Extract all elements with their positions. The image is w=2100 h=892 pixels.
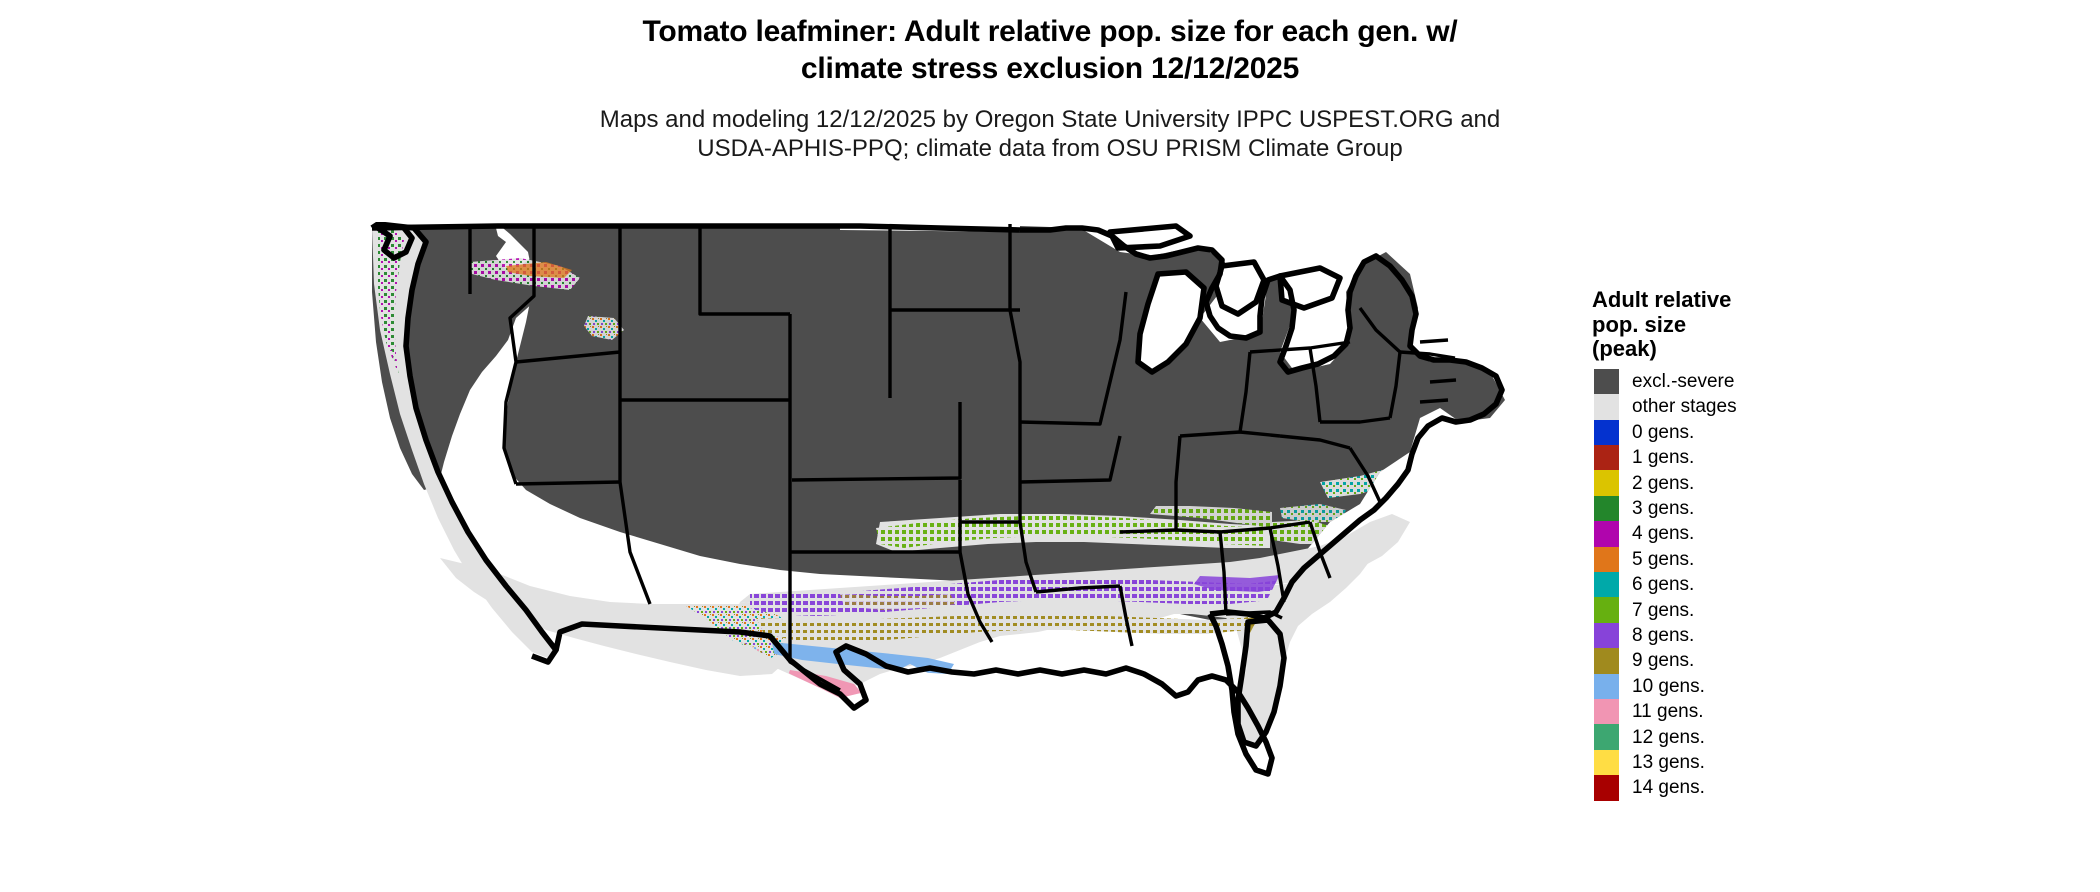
band-3-gens-pacific-nw: [378, 228, 512, 646]
state-boundaries: [468, 224, 1457, 692]
legend-item: 12 gens.: [1594, 724, 1852, 750]
legend-item: 6 gens.: [1594, 572, 1852, 598]
legend-item-label: 3 gens.: [1632, 498, 1695, 520]
legend-swatch: [1594, 546, 1619, 572]
legend-item: 7 gens.: [1594, 597, 1852, 623]
page-subtitle-line-1: Maps and modeling 12/12/2025 by Oregon S…: [599, 106, 1501, 134]
legend-swatch: [1594, 419, 1619, 446]
page-subtitle: Maps and modeling 12/12/2025 by Oregon S…: [520, 105, 1580, 164]
legend-swatch: [1594, 394, 1619, 420]
legend-item-label: 12 gens.: [1632, 726, 1705, 748]
legend-item: 1 gens.: [1594, 445, 1852, 471]
legend-item-label: 9 gens.: [1632, 650, 1695, 672]
legend-item-label: 8 gens.: [1632, 624, 1695, 646]
band-9-gens-texas-hill: [840, 594, 956, 610]
legend-swatch: [1594, 673, 1619, 699]
legend-item: 4 gens.: [1594, 521, 1852, 547]
legend-item-label: other stages: [1632, 396, 1737, 418]
legend-swatch: [1594, 724, 1619, 750]
legend-item-label: 14 gens.: [1632, 777, 1705, 799]
map-svg: [320, 222, 1570, 862]
legend-item-label: 0 gens.: [1632, 421, 1695, 443]
band-9-gens: [756, 612, 1270, 642]
legend-item: 11 gens.: [1594, 698, 1852, 725]
legend-item-label: 11 gens.: [1632, 701, 1704, 723]
legend-item: other stages: [1594, 394, 1852, 420]
legend-title: Adult relative pop. size (peak): [1592, 287, 1772, 362]
page-title: Tomato leafminer: Adult relative pop. si…: [570, 14, 1530, 87]
legend-item-label: 2 gens.: [1632, 472, 1695, 494]
header: Tomato leafminer: Adult relative pop. si…: [0, 14, 2100, 164]
us-choropleth-map: [320, 222, 1570, 862]
legend-swatch: [1594, 597, 1619, 623]
legend-swatch: [1594, 572, 1619, 598]
legend: Adult relative pop. size (peak) excl.-se…: [1592, 287, 1852, 801]
legend-swatch: [1594, 622, 1619, 649]
legend-item-label: 1 gens.: [1632, 447, 1695, 469]
legend-title-line-2: pop. size: [1592, 311, 1687, 337]
band-speckle-snake-river: [584, 316, 624, 340]
legend-swatch: [1594, 648, 1619, 674]
legend-title-line-3: (peak): [1592, 336, 1657, 362]
page-subtitle-line-2: USDA-APHIS-PPQ; climate data from OSU PR…: [697, 135, 1403, 163]
legend-item-label: 10 gens.: [1632, 675, 1705, 697]
legend-item: excl.-severe: [1594, 368, 1852, 395]
legend-item: 13 gens.: [1594, 749, 1852, 776]
page-title-line-2: climate stress exclusion 12/12/2025: [800, 51, 1300, 85]
legend-swatch: [1594, 775, 1619, 801]
national-outline: [370, 222, 1505, 777]
legend-item: 0 gens.: [1594, 419, 1852, 446]
legend-item-label: excl.-severe: [1632, 371, 1735, 393]
legend-item: 5 gens.: [1594, 546, 1852, 572]
legend-item: 9 gens.: [1594, 648, 1852, 674]
legend-item: 8 gens.: [1594, 622, 1852, 649]
legend-title-line-1: Adult relative: [1592, 287, 1732, 312]
legend-items: excl.-severe other stages 0 gens. 1 gens. 2 …: [1594, 368, 1852, 801]
band-5-gens-orange-ribbon: [506, 262, 572, 278]
legend-item-label: 7 gens.: [1632, 599, 1695, 621]
band-7-gens-tennessee: [1150, 506, 1272, 528]
legend-item-label: 6 gens.: [1632, 574, 1695, 596]
legend-swatch: [1594, 521, 1619, 547]
legend-item: 3 gens.: [1594, 495, 1852, 522]
legend-swatch: [1594, 749, 1619, 776]
band-7-gens: [876, 516, 1266, 548]
legend-item: 10 gens.: [1594, 673, 1852, 699]
page-title-line-1: Tomato leafminer: Adult relative pop. si…: [642, 15, 1458, 48]
legend-swatch: [1594, 445, 1619, 471]
legend-item-label: 5 gens.: [1632, 548, 1695, 570]
band-6-gens-appalachian-foot: [1280, 504, 1346, 522]
legend-swatch: [1594, 470, 1619, 496]
legend-item-label: 13 gens.: [1632, 751, 1705, 773]
legend-item: 14 gens.: [1594, 775, 1852, 801]
legend-swatch: [1594, 698, 1619, 725]
legend-item: 2 gens.: [1594, 470, 1852, 496]
legend-swatch: [1594, 495, 1619, 522]
legend-item-label: 4 gens.: [1632, 523, 1695, 545]
legend-swatch: [1594, 368, 1619, 395]
